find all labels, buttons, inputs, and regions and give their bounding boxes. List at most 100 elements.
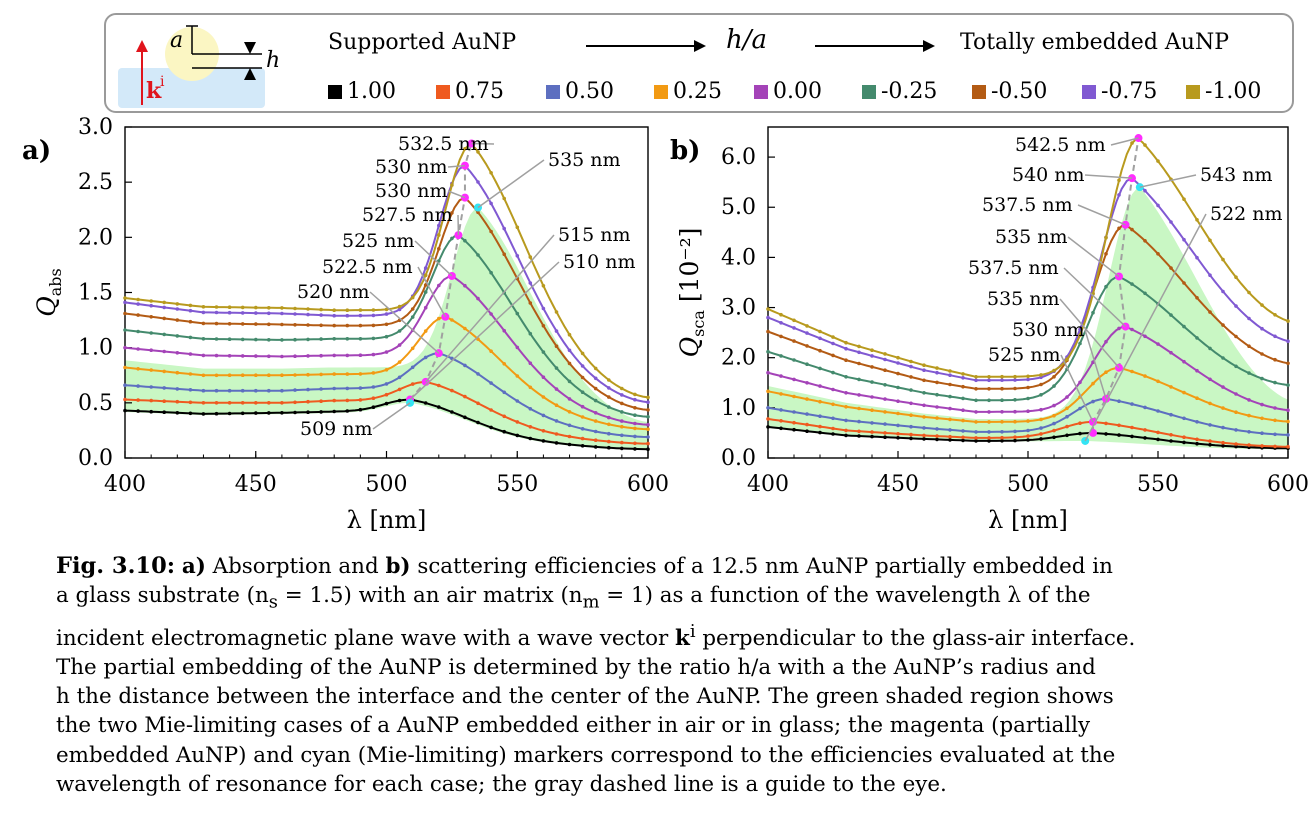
series-point xyxy=(502,226,507,231)
series-point xyxy=(974,410,978,414)
series-point xyxy=(779,321,783,325)
series-point xyxy=(607,422,611,427)
series-point xyxy=(293,306,297,311)
series-point xyxy=(1013,419,1017,424)
series-point xyxy=(476,180,480,184)
series-point xyxy=(1078,380,1082,385)
series-point xyxy=(620,440,624,445)
series-point xyxy=(188,411,193,416)
annotation-label: 540 nm xyxy=(1012,164,1085,186)
series-point xyxy=(450,388,454,393)
series-point xyxy=(1078,333,1082,338)
series-point xyxy=(857,344,861,349)
series-point xyxy=(136,313,140,317)
series-point xyxy=(1104,421,1108,426)
series-point xyxy=(188,308,193,313)
series-point xyxy=(1273,406,1277,410)
series-point xyxy=(1052,428,1056,433)
series-point xyxy=(883,383,887,387)
series-point xyxy=(987,387,991,391)
series-point xyxy=(909,424,913,429)
series-point xyxy=(1286,339,1290,344)
annotation-leader xyxy=(1139,174,1197,188)
series-point xyxy=(1273,313,1277,317)
series-point xyxy=(766,406,770,410)
caption-line-4: The partial embedding of the AuNP is det… xyxy=(56,655,1096,681)
series-point xyxy=(1234,410,1238,415)
series-point xyxy=(1039,432,1043,436)
series-point xyxy=(792,377,796,382)
series-point xyxy=(1104,284,1108,289)
series-point xyxy=(1221,289,1225,294)
series-point xyxy=(214,337,219,341)
series-point xyxy=(1026,385,1030,390)
series-point xyxy=(502,252,507,256)
annotation-leader xyxy=(447,164,466,168)
series-point xyxy=(633,441,637,446)
y-tick-label: 3.0 xyxy=(721,296,756,321)
series-point xyxy=(909,413,913,418)
series-point xyxy=(267,354,271,359)
series-point xyxy=(175,351,180,355)
series-point xyxy=(844,375,848,379)
series-point xyxy=(214,388,219,393)
series-point xyxy=(792,339,796,343)
caption-fig-label: Fig. 3.10: xyxy=(56,553,176,579)
series-point xyxy=(175,302,180,306)
series-point xyxy=(1026,434,1030,438)
series-point xyxy=(792,410,796,414)
series-point xyxy=(1221,440,1225,445)
series-point xyxy=(805,331,809,335)
y-tick-label: 2.5 xyxy=(78,170,113,195)
series-point xyxy=(593,376,598,381)
series-point xyxy=(371,385,376,389)
series-point xyxy=(345,313,350,318)
series-point xyxy=(1104,370,1108,375)
y-tick-label: 5.0 xyxy=(721,195,756,220)
series-point xyxy=(541,284,546,288)
series-point xyxy=(554,310,559,314)
annotation-leader xyxy=(1084,174,1133,179)
series-point xyxy=(1221,356,1225,360)
series-point xyxy=(1208,401,1212,406)
legend-label: -0.50 xyxy=(991,79,1048,104)
series-point xyxy=(319,410,323,414)
series-point xyxy=(633,413,637,418)
series-point xyxy=(371,323,376,328)
series-point xyxy=(1260,402,1264,407)
series-point xyxy=(896,423,900,428)
series-point xyxy=(162,410,166,415)
series-point xyxy=(1039,426,1043,430)
series-point xyxy=(974,430,978,434)
series-point xyxy=(831,387,835,392)
series-point xyxy=(818,336,822,341)
y-axis-label: Qsca [10⁻²] xyxy=(675,228,708,358)
series-point xyxy=(1091,310,1095,315)
annotation-leader xyxy=(1084,329,1107,400)
series-point xyxy=(397,360,402,364)
series-point xyxy=(974,436,978,440)
series-point xyxy=(883,431,887,435)
series-point xyxy=(1208,310,1212,314)
series-point xyxy=(254,337,258,342)
series-point xyxy=(974,375,978,379)
series-point xyxy=(1195,255,1199,260)
series-point xyxy=(1039,417,1043,422)
y-tick-label: 0.0 xyxy=(78,446,113,471)
series-point xyxy=(162,305,166,310)
series-point xyxy=(306,307,310,311)
series-point xyxy=(1143,436,1147,440)
series-point xyxy=(1000,430,1004,434)
series-point xyxy=(123,345,127,350)
series-point xyxy=(214,373,219,378)
legend-swatch xyxy=(862,84,876,99)
series-point xyxy=(870,421,874,425)
series-point xyxy=(345,398,350,403)
series-point xyxy=(961,372,965,376)
series-point xyxy=(345,308,350,313)
series-point xyxy=(948,438,952,442)
annotation-label: 525 nm xyxy=(342,230,415,252)
series-point xyxy=(554,366,559,370)
legend-item-1: 0.75 xyxy=(436,79,504,104)
series-point xyxy=(1221,323,1225,327)
